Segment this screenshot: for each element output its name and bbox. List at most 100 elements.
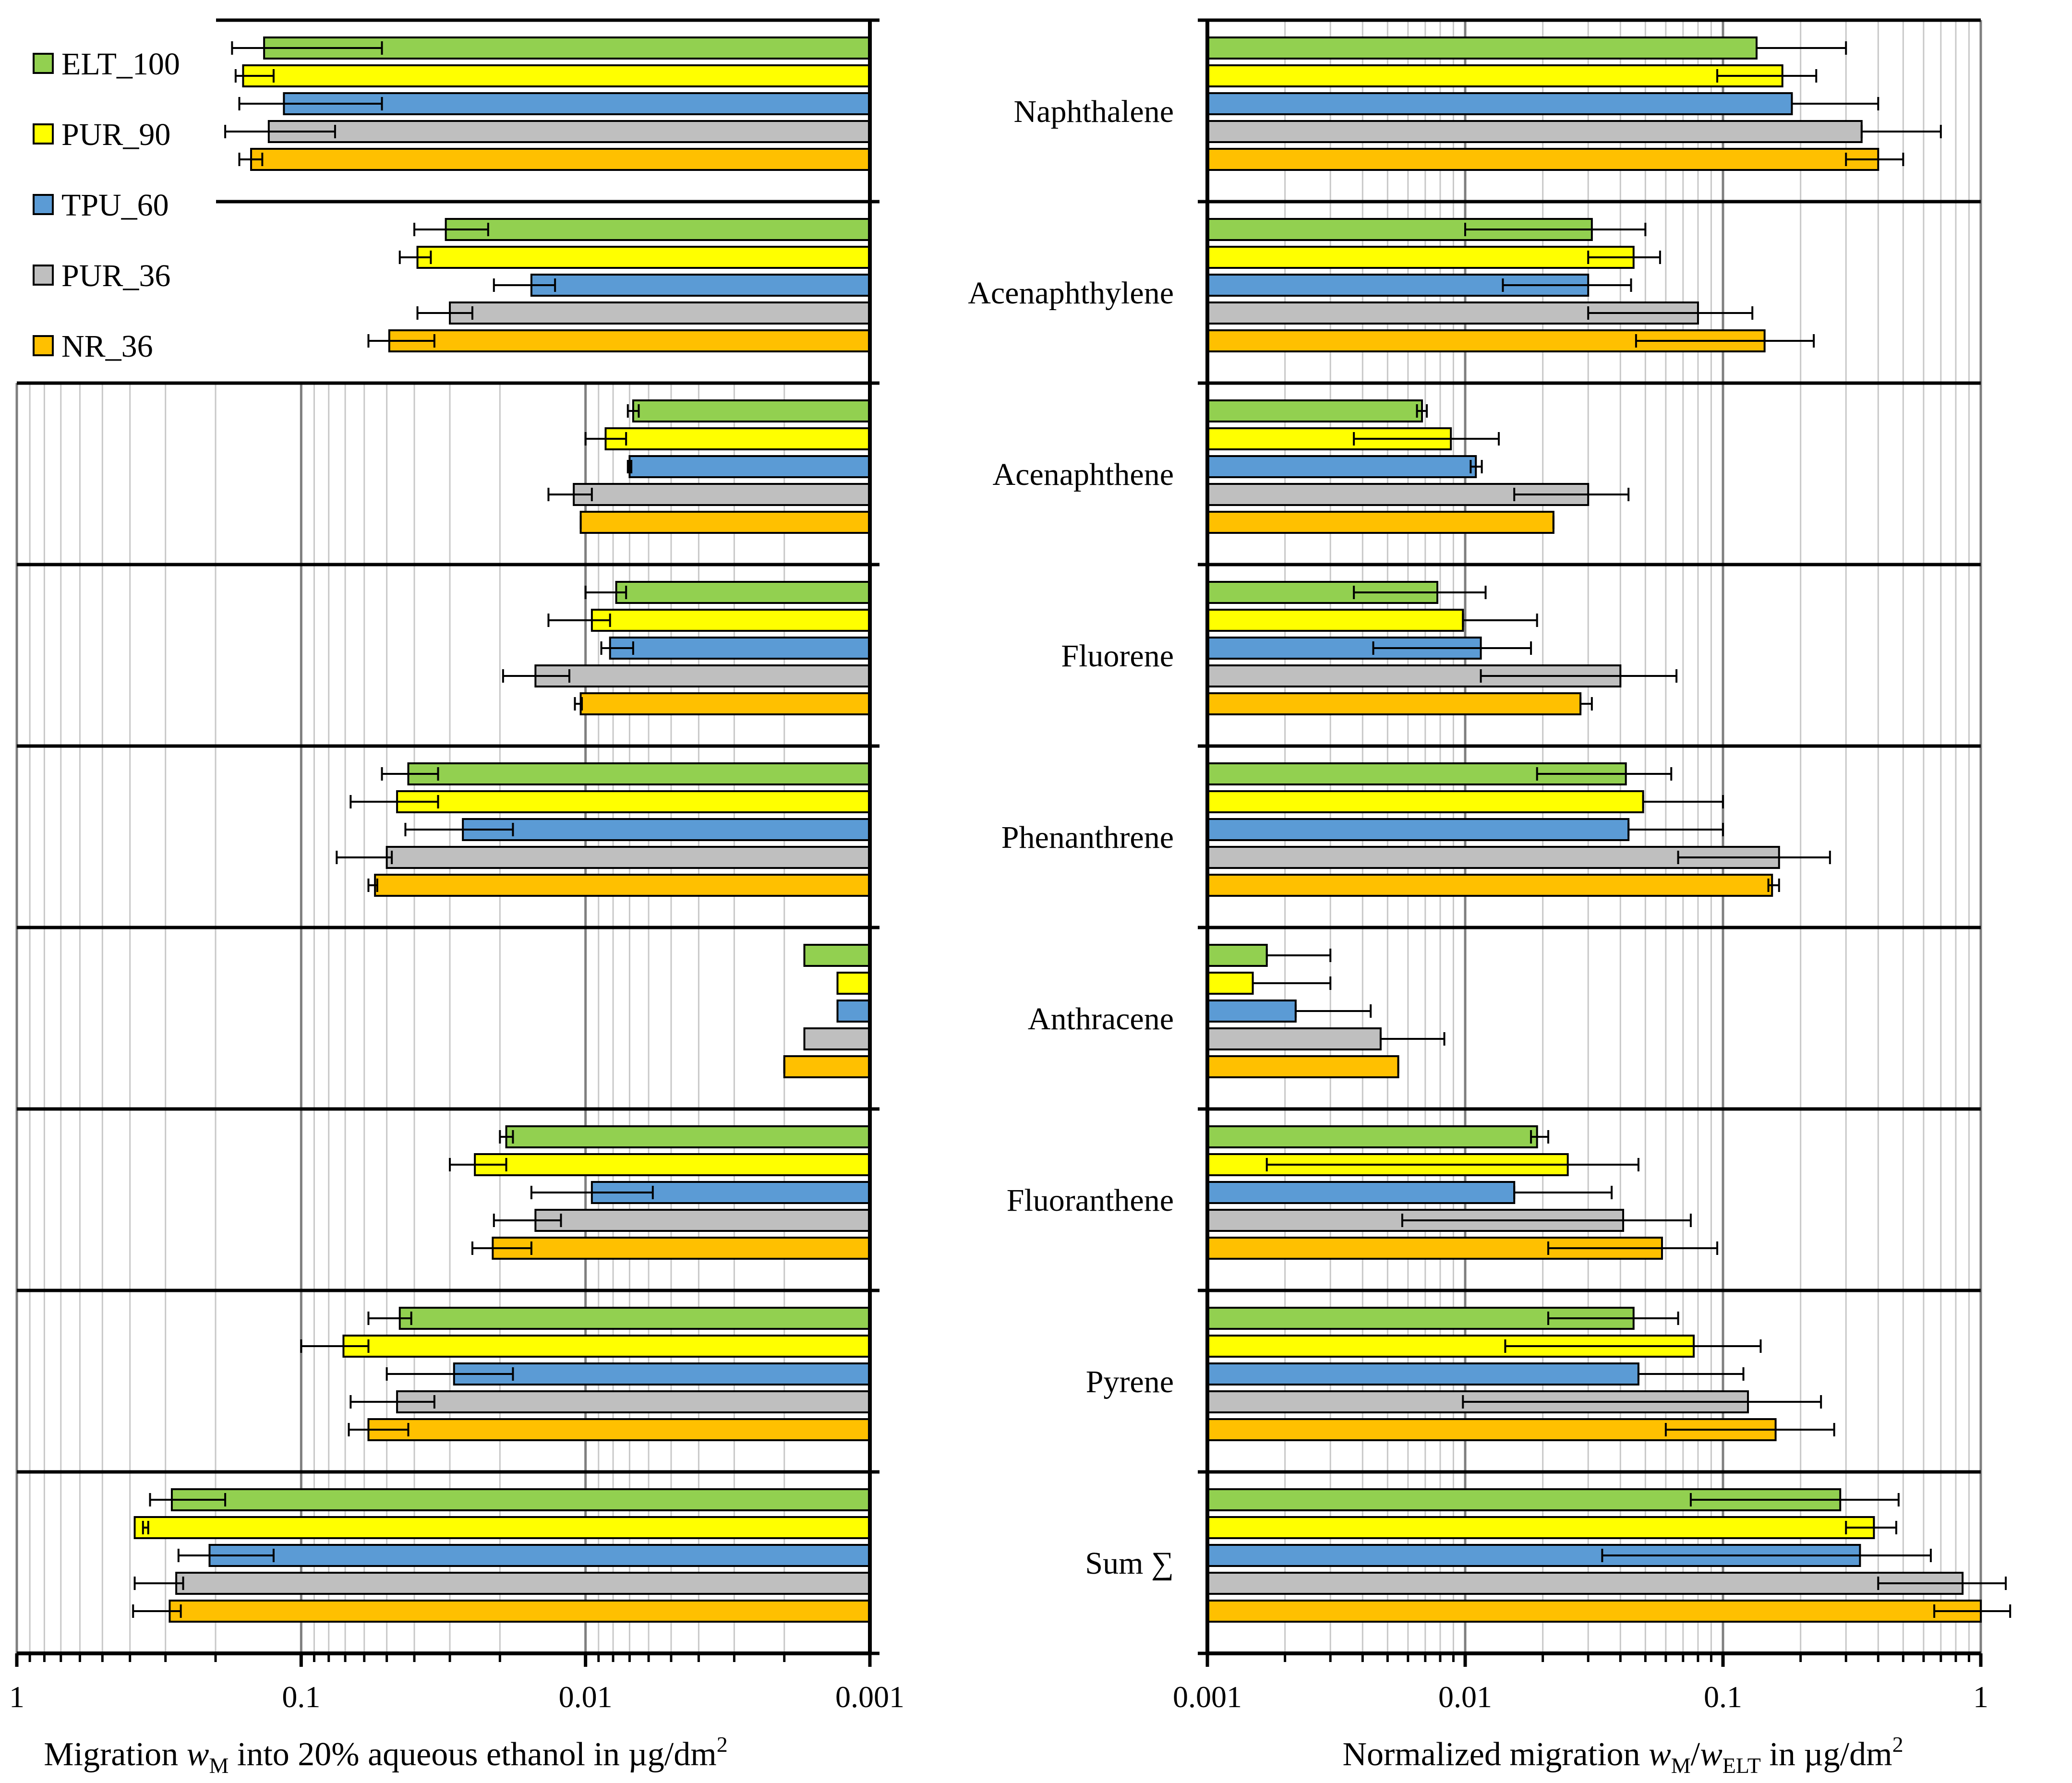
legend-label-pur-36: PUR_36	[61, 258, 170, 293]
left-bar-pur-36-fluorene	[534, 664, 871, 687]
left-error-bar-pur-90-sum	[142, 1521, 149, 1534]
left-bar-pur-90-phenanthrene	[396, 790, 871, 813]
left-bar-pur-36-pyrene	[396, 1390, 871, 1413]
axis-title-part: M	[209, 1753, 229, 1778]
right-error-bar-nr-36-fluoranthene	[1547, 1241, 1719, 1255]
left-error-bar-pur-36-naphthalene	[224, 125, 336, 138]
left-error-bar-pur-90-phenanthrene	[349, 795, 439, 808]
right-bar-pur-90-sum	[1206, 1516, 1875, 1539]
left-x-tick-label: 0.001	[835, 1680, 904, 1714]
left-bar-nr-36-anthracene	[783, 1055, 871, 1078]
right-error-bar-nr-36-pyrene	[1664, 1423, 1835, 1436]
left-x-tick-label: 0.01	[559, 1680, 613, 1714]
right-error-bar-pur-90-fluorene	[1462, 614, 1538, 627]
left-error-bar-elt-100-fluorene	[584, 586, 627, 599]
right-error-bar-pur-90-naphthalene	[1716, 69, 1818, 83]
right-error-bar-pur-36-anthracene	[1379, 1032, 1446, 1046]
right-bar-pur-90-fluorene	[1206, 609, 1464, 632]
right-error-bar-nr-36-phenanthrene	[1767, 879, 1780, 892]
right-bar-pur-90-anthracene	[1206, 972, 1254, 995]
left-bar-nr-36-pyrene	[367, 1418, 871, 1441]
right-group-acenaphthylene	[1206, 218, 1815, 352]
left-error-bar-nr-36-naphthalene	[238, 153, 264, 166]
right-bar-elt-100-fluoranthene	[1206, 1125, 1538, 1148]
left-error-bar-tpu-60-naphthalene	[238, 97, 383, 110]
right-bar-nr-36-sum	[1206, 1600, 1982, 1623]
left-error-bar-pur-90-fluoranthene	[449, 1158, 507, 1171]
right-error-bar-tpu-60-acenaphthene	[1470, 460, 1483, 473]
left-bar-tpu-60-fluorene	[609, 637, 871, 660]
right-bar-pur-36-naphthalene	[1206, 120, 1863, 143]
right-error-bar-pur-90-pyrene	[1504, 1339, 1762, 1353]
left-group-phenanthrene	[336, 762, 871, 897]
left-error-bar-elt-100-acenaphthylene	[413, 223, 489, 236]
right-bar-elt-100-anthracene	[1206, 944, 1268, 967]
left-bar-pur-36-acenaphthylene	[449, 301, 871, 325]
left-bar-elt-100-phenanthrene	[407, 762, 871, 785]
right-bar-nr-36-fluorene	[1206, 692, 1582, 715]
left-x-axis-title: Migration wM into 20% aqueous ethanol in…	[44, 1732, 727, 1778]
left-x-tick-label: 1	[9, 1680, 24, 1714]
axis-title-part: w	[1649, 1736, 1671, 1773]
left-separators	[17, 18, 870, 1474]
right-bar-tpu-60-acenaphthene	[1206, 455, 1477, 478]
left-group-fluorene	[502, 581, 871, 715]
category-label-anthracene: Anthracene	[1028, 1001, 1174, 1036]
right-error-bar-pur-36-pyrene	[1462, 1395, 1822, 1409]
right-group-pyrene	[1206, 1307, 1835, 1441]
right-bar-elt-100-acenaphthene	[1206, 399, 1423, 422]
right-error-bar-nr-36-sum	[1933, 1604, 2012, 1618]
right-error-bar-tpu-60-phenanthrene	[1627, 823, 1724, 836]
category-label-fluorene: Fluorene	[1061, 639, 1174, 674]
left-bar-pur-36-naphthalene	[267, 120, 871, 143]
left-group-anthracene	[783, 944, 871, 1078]
left-error-bar-tpu-60-fluoranthene	[530, 1186, 654, 1199]
left-bar-pur-36-sum	[175, 1572, 871, 1595]
left-error-bar-elt-100-phenanthrene	[381, 767, 439, 781]
axis-title-part: Normalized migration	[1342, 1736, 1649, 1773]
left-bar-tpu-60-phenanthrene	[462, 818, 871, 841]
right-error-bar-pur-36-acenaphthene	[1513, 488, 1630, 501]
right-error-bar-pur-90-acenaphthene	[1353, 432, 1500, 446]
left-error-bar-elt-100-acenaphthene	[626, 404, 640, 418]
legend-label-tpu-60: TPU_60	[61, 188, 169, 223]
axis-title-part: in µg/dm	[1761, 1736, 1892, 1773]
left-error-bar-nr-36-acenaphthylene	[367, 334, 435, 348]
left-bar-elt-100-pyrene	[398, 1307, 871, 1330]
left-bar-pur-36-fluoranthene	[534, 1209, 871, 1232]
legend-item-tpu-60: TPU_60	[33, 188, 169, 223]
right-bar-nr-36-anthracene	[1206, 1055, 1399, 1078]
right-bar-tpu-60-phenanthrene	[1206, 818, 1630, 841]
legend: ELT_100 PUR_90 TPU_60 PUR_36 NR_36	[33, 47, 180, 364]
left-bar-pur-90-fluorene	[590, 609, 871, 632]
left-bar-pur-90-pyrene	[342, 1335, 871, 1358]
right-error-bar-tpu-60-anthracene	[1294, 1004, 1372, 1018]
category-label-sum: Sum ∑	[1085, 1546, 1174, 1581]
right-bar-nr-36-naphthalene	[1206, 148, 1879, 171]
left-bar-nr-36-fluoranthene	[492, 1237, 871, 1260]
right-x-tick-label: 0.001	[1173, 1680, 1242, 1714]
right-error-bar-nr-36-fluorene	[1579, 697, 1593, 711]
category-label-pyrene: Pyrene	[1086, 1364, 1174, 1399]
category-label-phenanthrene: Phenanthrene	[1001, 820, 1174, 855]
left-bar-pur-90-anthracene	[836, 972, 871, 995]
right-error-bar-tpu-60-acenaphthylene	[1502, 278, 1632, 292]
left-bar-tpu-60-pyrene	[453, 1362, 871, 1385]
left-bar-elt-100-fluoranthene	[505, 1125, 871, 1148]
right-bar-tpu-60-naphthalene	[1206, 92, 1793, 115]
right-separators	[1207, 18, 1981, 1474]
left-error-bar-nr-36-sum	[132, 1604, 182, 1618]
right-bar-elt-100-naphthalene	[1206, 36, 1758, 60]
left-error-bar-nr-36-fluoranthene	[471, 1241, 532, 1255]
right-x-tick-label: 0.1	[1704, 1680, 1742, 1714]
right-error-bar-pur-90-anthracene	[1252, 976, 1332, 990]
category-labels: Naphthalene Acenaphthylene Acenaphthene Flu…	[968, 94, 1174, 1581]
right-error-bar-elt-100-anthracene	[1265, 949, 1332, 962]
left-bar-tpu-60-sum	[208, 1544, 871, 1567]
left-error-bar-pur-36-acenaphthene	[547, 488, 593, 501]
left-bar-elt-100-anthracene	[803, 944, 871, 967]
left-error-bar-pur-90-acenaphthylene	[398, 251, 432, 264]
right-group-fluorene	[1206, 581, 1678, 715]
axis-title-part: w	[1700, 1736, 1723, 1773]
